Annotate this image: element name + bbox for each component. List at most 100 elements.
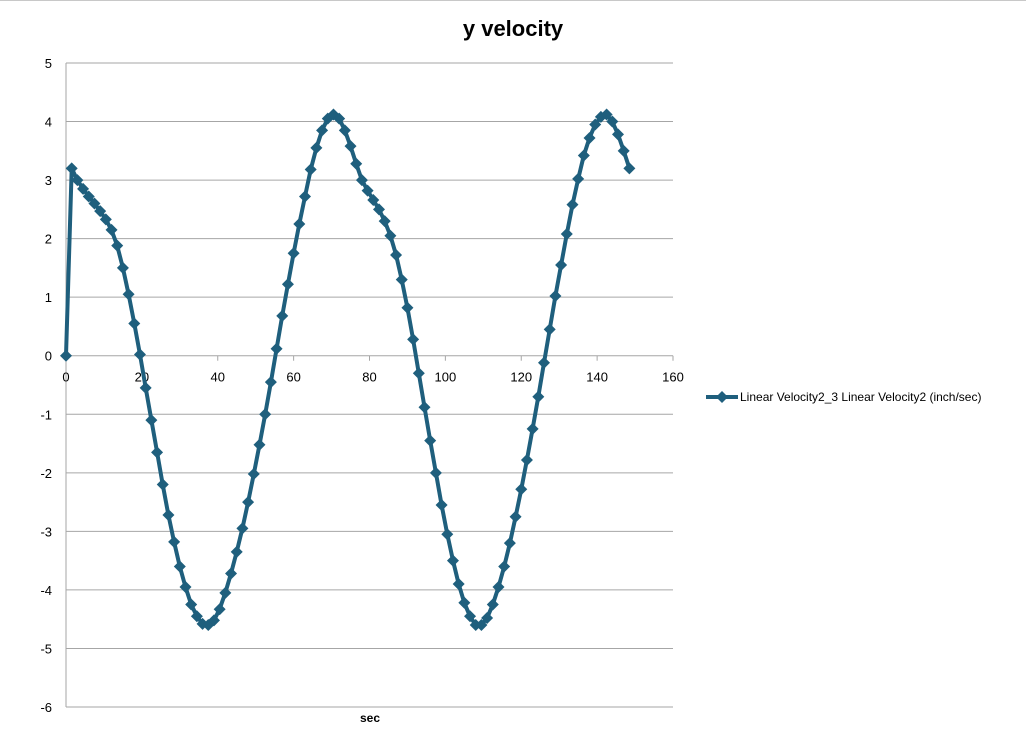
data-point-marker xyxy=(532,390,545,403)
data-point-marker xyxy=(111,239,124,252)
x-tick-label: 80 xyxy=(362,370,376,385)
data-point-marker xyxy=(623,162,636,175)
data-point-marker xyxy=(139,381,152,394)
y-tick-label: -3 xyxy=(40,524,52,539)
data-point-marker xyxy=(498,560,511,573)
data-point-marker xyxy=(407,333,420,346)
data-point-marker xyxy=(338,124,351,137)
series-group xyxy=(60,108,636,632)
data-point-marker xyxy=(162,508,175,521)
data-point-marker xyxy=(475,619,488,632)
data-point-marker xyxy=(156,478,169,491)
y-tick-label: 1 xyxy=(45,290,52,305)
data-point-marker xyxy=(133,348,146,361)
data-point-marker xyxy=(367,193,380,206)
data-point-marker xyxy=(378,215,391,228)
data-point-marker xyxy=(316,124,329,137)
data-point-marker xyxy=(276,309,289,322)
data-point-marker xyxy=(219,586,232,599)
data-point-marker xyxy=(589,118,602,131)
x-tick-label: 120 xyxy=(510,370,532,385)
x-tick-label: 160 xyxy=(662,370,684,385)
data-point-marker xyxy=(122,288,135,301)
data-point-marker xyxy=(441,528,454,541)
data-point-marker xyxy=(304,163,317,176)
data-point-marker xyxy=(82,190,95,203)
data-point-marker xyxy=(572,172,585,185)
x-tick-label: 60 xyxy=(286,370,300,385)
data-point-marker xyxy=(207,614,220,627)
data-point-marker xyxy=(310,141,323,154)
data-point-marker xyxy=(77,182,90,195)
data-point-marker xyxy=(168,535,181,548)
y-tick-label: 5 xyxy=(45,56,52,71)
data-point-marker xyxy=(560,227,573,240)
data-point-marker xyxy=(577,149,590,162)
x-tick-label: 0 xyxy=(62,370,69,385)
data-point-marker xyxy=(452,578,465,591)
y-axis-ticks: 5 4 3 2 1 0 -1 -2 -3 -4 -5 -6 xyxy=(40,56,52,715)
data-point-marker xyxy=(236,522,249,535)
chart-title: y velocity xyxy=(463,16,564,41)
data-point-marker xyxy=(213,603,226,616)
data-point-marker xyxy=(446,554,459,567)
data-point-marker xyxy=(116,261,129,274)
data-point-marker xyxy=(173,560,186,573)
data-point-marker xyxy=(264,376,277,389)
y-tick-label: -1 xyxy=(40,407,52,422)
data-point-marker xyxy=(299,190,312,203)
data-point-marker xyxy=(515,483,528,496)
data-point-marker xyxy=(344,140,357,153)
data-point-marker xyxy=(481,612,494,625)
data-point-marker xyxy=(555,258,568,271)
data-point-marker xyxy=(520,453,533,466)
data-point-marker xyxy=(538,356,551,369)
data-point-marker xyxy=(253,438,266,451)
data-point-marker xyxy=(384,229,397,242)
data-point-marker xyxy=(247,467,260,480)
data-point-marker xyxy=(543,323,556,336)
series-line xyxy=(64,112,632,627)
data-point-marker xyxy=(395,273,408,286)
y-tick-label: -2 xyxy=(40,466,52,481)
grid-lines xyxy=(66,62,673,708)
data-point-marker xyxy=(503,537,516,550)
data-point-marker xyxy=(88,197,101,210)
data-point-marker xyxy=(151,446,164,459)
legend: Linear Velocity2_3 Linear Velocity2 (inc… xyxy=(706,390,981,404)
x-axis-title: sec xyxy=(360,711,380,725)
data-point-marker xyxy=(390,249,403,262)
data-point-marker xyxy=(105,223,118,236)
x-tick-label: 140 xyxy=(586,370,608,385)
data-point-marker xyxy=(458,596,471,609)
data-point-marker xyxy=(611,128,624,141)
data-point-marker xyxy=(435,499,448,512)
data-point-marker xyxy=(355,174,368,187)
data-point-marker xyxy=(361,184,374,197)
data-point-marker xyxy=(412,367,425,380)
data-point-marker xyxy=(287,247,300,260)
data-point-marker xyxy=(293,218,306,230)
data-point-marker xyxy=(372,203,385,216)
data-point-marker xyxy=(230,545,243,558)
data-point-marker xyxy=(486,598,499,611)
y-tick-label: 0 xyxy=(45,349,52,364)
top-border xyxy=(0,0,1026,1)
data-point-marker xyxy=(242,496,255,509)
data-point-marker xyxy=(65,162,78,175)
data-point-marker xyxy=(526,422,539,435)
data-point-marker xyxy=(424,434,437,447)
data-point-marker xyxy=(492,580,505,593)
y-tick-label: 3 xyxy=(45,173,52,188)
data-point-marker xyxy=(128,317,141,330)
data-point-marker xyxy=(99,213,112,226)
data-point-marker xyxy=(145,414,158,427)
x-tick-label: 40 xyxy=(211,370,225,385)
y-tick-label: 4 xyxy=(45,115,52,130)
data-point-marker xyxy=(281,278,294,291)
data-point-marker xyxy=(464,610,477,623)
data-point-marker xyxy=(225,567,238,580)
data-point-marker xyxy=(94,205,107,218)
y-tick-label: -5 xyxy=(40,641,52,656)
